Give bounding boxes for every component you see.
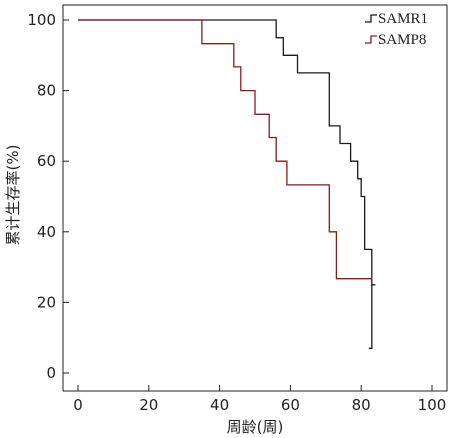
- y-tick-label: 20: [37, 293, 56, 311]
- y-tick-label: 0: [46, 364, 56, 382]
- legend: SAMR1 SAMP8: [365, 11, 428, 48]
- series-line-samp8: [78, 19, 372, 280]
- axes: 0 20 40 60 80 100 0 20 40 60 80 100: [27, 4, 448, 414]
- x-tick-label: 100: [418, 396, 447, 414]
- legend-label-samr1: SAMR1: [378, 11, 428, 27]
- x-tick-label: 40: [210, 396, 229, 414]
- x-tick-label: 20: [139, 396, 158, 414]
- x-tick-label: 0: [73, 396, 83, 414]
- y-tick-label: 60: [37, 152, 56, 170]
- plot-frame: [62, 4, 448, 392]
- series-layer: [78, 19, 376, 349]
- y-axis-title: 累计生存率(%): [4, 145, 22, 246]
- series-drop-samr1: [368, 284, 373, 349]
- series-line-samr1: [78, 19, 376, 286]
- x-tick-label: 80: [352, 396, 371, 414]
- y-tick-label: 80: [37, 82, 56, 100]
- y-tick-label: 40: [37, 223, 56, 241]
- x-axis-title: 周龄(周): [227, 418, 284, 436]
- legend-swatch-samp8: [365, 35, 377, 44]
- legend-label-samp8: SAMP8: [378, 32, 426, 48]
- x-tick-label: 60: [281, 396, 300, 414]
- legend-swatch-samr1: [365, 14, 377, 23]
- y-tick-label: 100: [27, 11, 56, 29]
